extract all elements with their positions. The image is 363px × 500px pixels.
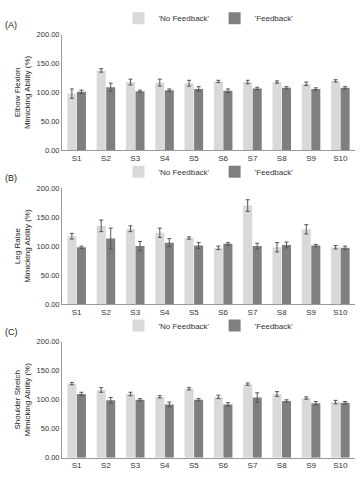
svg-text:S3: S3 (130, 154, 140, 163)
svg-text:S10: S10 (333, 154, 348, 163)
svg-text:S1: S1 (72, 461, 82, 470)
svg-text:S6: S6 (218, 154, 228, 163)
svg-text:(B): (B) (5, 173, 17, 183)
svg-text:0.00: 0.00 (45, 453, 60, 462)
svg-text:S2: S2 (101, 461, 111, 470)
svg-text:'No Feedback': 'No Feedback' (159, 168, 210, 177)
svg-text:S2: S2 (101, 154, 111, 163)
svg-text:S6: S6 (218, 308, 228, 317)
svg-text:Shoulder StretchMimicking Abil: Shoulder StretchMimicking Ability (%) (13, 363, 32, 437)
svg-text:0.00: 0.00 (45, 146, 60, 155)
svg-text:S7: S7 (248, 461, 258, 470)
svg-text:150.00: 150.00 (37, 366, 60, 375)
svg-text:150.00: 150.00 (37, 213, 60, 222)
svg-text:S5: S5 (189, 154, 199, 163)
svg-text:'Feedback': 'Feedback' (255, 168, 294, 177)
svg-text:S4: S4 (160, 461, 170, 470)
svg-text:'Feedback': 'Feedback' (255, 322, 294, 331)
svg-text:S4: S4 (160, 154, 170, 163)
svg-text:S1: S1 (72, 154, 82, 163)
svg-text:100.00: 100.00 (37, 242, 60, 251)
svg-text:S1: S1 (72, 308, 82, 317)
svg-text:S6: S6 (218, 461, 228, 470)
svg-text:Leg RaiseMimicking Ability (%): Leg RaiseMimicking Ability (%) (13, 209, 32, 283)
svg-text:200.00: 200.00 (37, 337, 60, 346)
svg-text:S7: S7 (248, 308, 258, 317)
svg-text:200.00: 200.00 (37, 30, 60, 39)
svg-text:'Feedback': 'Feedback' (255, 14, 294, 23)
svg-text:S8: S8 (277, 461, 287, 470)
svg-text:S2: S2 (101, 308, 111, 317)
svg-text:'No Feedback': 'No Feedback' (159, 14, 210, 23)
svg-text:S9: S9 (306, 308, 316, 317)
svg-text:S8: S8 (277, 154, 287, 163)
svg-text:S3: S3 (130, 308, 140, 317)
svg-text:100.00: 100.00 (37, 88, 60, 97)
svg-text:S9: S9 (306, 461, 316, 470)
svg-text:S9: S9 (306, 154, 316, 163)
svg-text:0.00: 0.00 (45, 300, 60, 309)
svg-text:100.00: 100.00 (37, 395, 60, 404)
svg-text:150.00: 150.00 (37, 59, 60, 68)
svg-text:S5: S5 (189, 461, 199, 470)
svg-text:(C): (C) (5, 327, 18, 337)
svg-text:Elbow FlexionMimicking Ability: Elbow FlexionMimicking Ability (%) (13, 55, 32, 129)
svg-text:S4: S4 (160, 308, 170, 317)
svg-text:50.00: 50.00 (41, 117, 60, 126)
svg-text:50.00: 50.00 (41, 271, 60, 280)
svg-text:S7: S7 (248, 154, 258, 163)
svg-text:S3: S3 (130, 461, 140, 470)
svg-text:S5: S5 (189, 308, 199, 317)
svg-text:(A): (A) (5, 20, 17, 30)
svg-text:S8: S8 (277, 308, 287, 317)
svg-text:200.00: 200.00 (37, 184, 60, 193)
svg-text:50.00: 50.00 (41, 424, 60, 433)
svg-text:S10: S10 (333, 461, 348, 470)
svg-text:S10: S10 (333, 308, 348, 317)
svg-text:'No Feedback': 'No Feedback' (159, 322, 210, 331)
